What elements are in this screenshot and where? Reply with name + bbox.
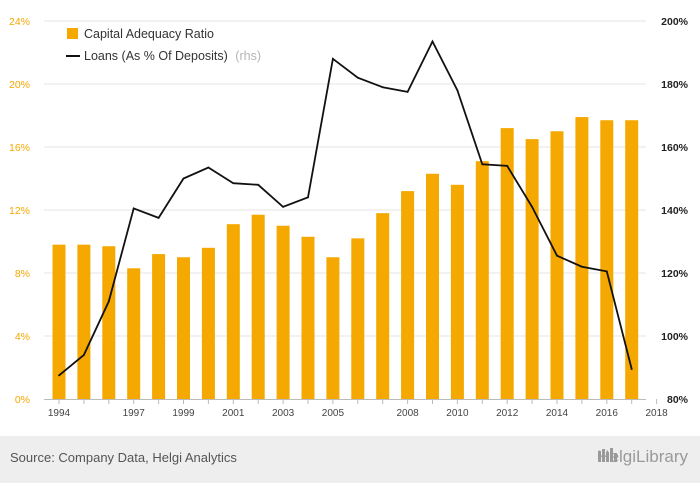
combo-chart: 0% 4% 8% 12% 16% 20% 24% 80% 100% 120% 140% 160% 18… [9, 16, 689, 419]
line-point-2005 [332, 57, 334, 60]
line-point-2015 [581, 265, 583, 268]
bar-1995 [77, 244, 91, 399]
bar-2005 [326, 257, 340, 399]
left-tick-label: 24% [9, 16, 30, 28]
legend-label-capital-adequacy: Capital Adequacy Ratio [84, 27, 214, 41]
source-text: Source: Company Data, Helgi Analytics [10, 450, 237, 465]
bar-2008 [401, 191, 415, 399]
line-point-2017 [630, 368, 633, 370]
legend-swatch-capital-adequacy [67, 28, 78, 39]
right-axis: 80% 100% 120% 140% 160% 180% 200% [661, 16, 689, 406]
right-tick-label: 120% [661, 268, 689, 280]
line-point-2006 [356, 76, 359, 79]
bar-2012 [500, 128, 514, 399]
right-tick-label: 200% [661, 16, 689, 28]
bar-2017 [625, 120, 639, 399]
line-point-2003 [282, 205, 284, 208]
right-tick-label: 100% [661, 331, 689, 343]
x-tick-label: 2003 [272, 408, 295, 419]
line-point-2012 [506, 165, 509, 167]
right-tick-label: 160% [661, 142, 689, 154]
bar-2004 [301, 236, 315, 399]
grid-lines [44, 20, 646, 337]
legend: Capital Adequacy Ratio Loans (As % Of De… [66, 27, 261, 63]
x-tick-label: 1997 [123, 408, 146, 419]
bar-2000 [201, 247, 215, 399]
line-point-2008 [406, 90, 409, 93]
line-point-1999 [182, 177, 185, 180]
brand-logo: HelgiLibrary [597, 447, 688, 467]
library-icon [598, 448, 618, 462]
left-tick-label: 16% [9, 142, 30, 154]
x-tick-label: 2008 [396, 408, 419, 419]
bar-1999 [177, 257, 190, 399]
left-tick-label: 8% [15, 268, 30, 280]
left-tick-label: 12% [9, 205, 30, 217]
bar-2002 [251, 214, 265, 399]
bar-2009 [426, 173, 439, 399]
line-point-1994 [58, 374, 60, 377]
left-tick-label: 0% [15, 394, 30, 406]
bar-2010 [450, 184, 464, 399]
bar-2001 [226, 224, 240, 399]
x-tick-label: 2012 [496, 408, 519, 419]
left-tick-label: 4% [15, 331, 30, 343]
legend-label-loans: Loans (As % Of Deposits) (rhs) [84, 49, 261, 63]
bar-2003 [276, 225, 290, 399]
bar-2007 [376, 213, 390, 399]
legend-label-loans-suffix: (rhs) [235, 49, 261, 63]
x-tick-label: 1994 [48, 408, 71, 419]
brand-name: HelgiLibrary [597, 447, 688, 466]
line-point-1998 [157, 216, 160, 219]
x-tick-label: 2001 [222, 408, 245, 419]
line-point-1995 [83, 354, 85, 356]
line-point-2007 [381, 86, 384, 89]
x-tick-label: 2005 [322, 408, 345, 419]
line-point-1997 [132, 207, 135, 210]
line-point-2011 [481, 163, 484, 166]
bar-2014 [550, 131, 564, 399]
x-axis: 1994 1997 1999 2001 2003 2005 2008 2010 2012 2014… [44, 399, 682, 419]
bar-2013 [525, 139, 539, 399]
line-point-2016 [605, 270, 608, 273]
line-point-1996 [107, 300, 110, 303]
right-tick-label: 80% [667, 394, 689, 406]
bar-1997 [127, 268, 141, 399]
line-point-2001 [232, 182, 235, 185]
x-tick-label: 1999 [172, 408, 195, 419]
right-tick-label: 180% [661, 79, 689, 91]
bar-1994 [52, 244, 66, 399]
legend-label-loans-text: Loans (As % Of Deposits) [84, 49, 228, 63]
bar-2016 [600, 120, 614, 399]
bar-2011 [475, 161, 489, 399]
x-tick-label: 2016 [596, 408, 619, 419]
bar-1996 [102, 246, 116, 399]
left-tick-label: 20% [9, 79, 30, 91]
line-point-2004 [307, 196, 309, 199]
x-tick-label: 2010 [446, 408, 469, 419]
line-series [58, 39, 633, 377]
bar-2006 [351, 238, 365, 399]
left-axis: 0% 4% 8% 12% 16% 20% 24% [9, 16, 30, 406]
right-tick-label: 140% [661, 205, 689, 217]
bar-2015 [575, 117, 589, 399]
line-point-2000 [207, 166, 210, 169]
x-tick-label: 2014 [546, 408, 569, 419]
line-point-2010 [456, 89, 459, 92]
line-point-2009 [431, 40, 434, 43]
line-point-2014 [556, 254, 558, 257]
x-tick-label: 2018 [645, 408, 668, 419]
bar-1998 [152, 254, 166, 399]
bar-series [52, 117, 639, 399]
loans-line [58, 39, 633, 377]
line-point-2013 [531, 205, 533, 208]
footer: Source: Company Data, Helgi Analytics He… [0, 436, 700, 483]
line-point-2002 [257, 183, 260, 186]
